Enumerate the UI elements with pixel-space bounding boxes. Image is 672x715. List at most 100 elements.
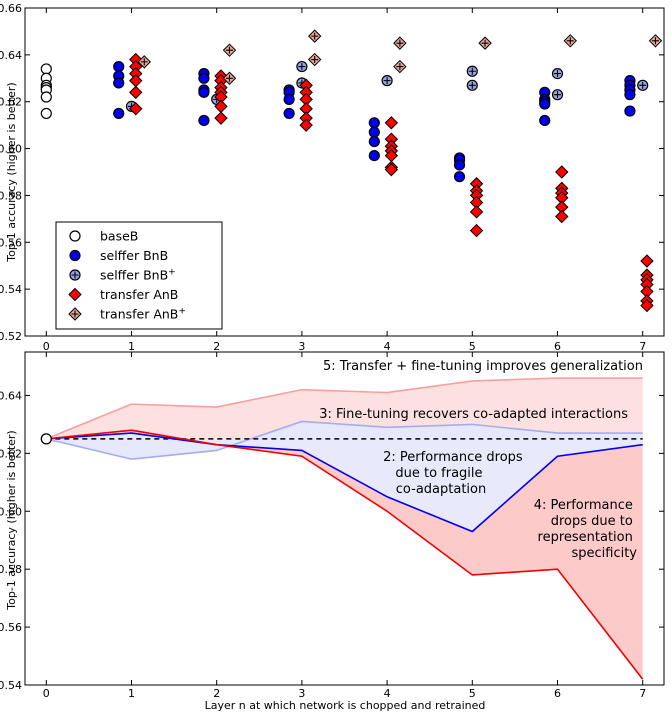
legend-marker-4 xyxy=(68,307,82,321)
legend-label-2: selffer BnB+ xyxy=(100,268,176,283)
point-4-2 xyxy=(222,71,237,85)
x-tick-label: 0 xyxy=(43,687,50,700)
base-point-marker xyxy=(40,433,52,445)
top-scatter-chart: 0.52 0.54 0.56 0.58 0.60 0.62 0.64 0.66 0 1 2 3 4 5 6… xyxy=(0,2,665,353)
point-4-4 xyxy=(307,52,322,67)
point-3-32 xyxy=(555,165,569,179)
y-tick-label: 0.66 xyxy=(0,2,22,15)
y-tick-label: 0.56 xyxy=(0,621,22,634)
point-2-7-plus xyxy=(554,70,561,78)
point-3-12-shape xyxy=(214,111,228,125)
series-selffer-bnb xyxy=(113,60,636,183)
point-4-7 xyxy=(478,36,492,50)
fill-selffer-overlay xyxy=(46,433,643,532)
point-1-12 xyxy=(283,107,295,120)
y-tick-label: 0.60 xyxy=(0,143,22,156)
annotation-4-line-3: representation xyxy=(538,530,633,545)
point-4-1-plus xyxy=(225,46,233,54)
point-2-4 xyxy=(381,75,393,87)
line-transfer-finetune xyxy=(45,377,643,440)
point-4-3-plus xyxy=(311,32,319,40)
point-4-6-plus xyxy=(396,63,404,71)
point-3-19-shape xyxy=(384,116,399,130)
point-1-3 xyxy=(113,107,125,120)
point-1-12-shape xyxy=(283,107,295,120)
point-0-0-shape xyxy=(40,63,52,75)
point-1-16 xyxy=(368,150,380,162)
point-1-25-shape xyxy=(539,114,551,127)
annotation-5: 5: Transfer + fine-tuning improves gener… xyxy=(323,359,643,374)
point-1-19-shape xyxy=(453,159,466,171)
point-3-44 xyxy=(640,298,654,313)
annotation-2: 2: Performance drops due to fragile co-a… xyxy=(383,450,527,497)
point-4-0 xyxy=(137,55,151,69)
point-3-3 xyxy=(129,73,143,88)
line-selffer xyxy=(46,432,643,533)
y-tick-label: 0.52 xyxy=(0,330,22,343)
x-tick-label: 7 xyxy=(639,340,646,353)
point-4-0-plus xyxy=(140,58,148,66)
legend-marker-2-plus xyxy=(71,271,79,279)
point-3-25-shape xyxy=(384,162,399,177)
point-3-4-shape xyxy=(129,85,143,100)
legend-marker-0-shape xyxy=(69,230,81,242)
x-tick-label: 2 xyxy=(213,340,220,353)
annotation-4-line-1: 4: Performance xyxy=(534,498,633,513)
x-tick-label: 5 xyxy=(469,687,476,700)
x-tick-label: 6 xyxy=(554,340,561,353)
annotation-3: 3: Fine-tuning recovers co-adapted inter… xyxy=(319,407,628,422)
point-2-5 xyxy=(466,65,478,77)
point-4-5 xyxy=(393,36,407,50)
point-2-7 xyxy=(551,67,564,80)
point-2-6-plus xyxy=(468,81,476,89)
fill-transfer-finetune xyxy=(46,378,643,439)
point-1-8-shape xyxy=(198,114,210,127)
y-tick-label: 0.58 xyxy=(0,189,22,202)
series-transfer-anb xyxy=(129,52,654,313)
x-tick-label: 0 xyxy=(43,340,50,353)
point-3-37-shape xyxy=(555,209,569,224)
point-3-38-shape xyxy=(640,254,654,268)
point-3-19 xyxy=(384,116,399,130)
bottom-line-chart: 0.54 0.56 0.58 0.60 0.62 0.64 0 1 2 3 4 5 6 7 Top-1 … xyxy=(0,351,665,712)
point-2-6 xyxy=(466,79,478,91)
legend-marker-1-shape xyxy=(69,249,81,262)
point-3-30-shape xyxy=(469,205,484,219)
point-1-30 xyxy=(624,105,636,117)
x-tick-label: 1 xyxy=(128,340,135,353)
point-3-5 xyxy=(129,102,143,116)
x-tick-label: 4 xyxy=(384,340,391,353)
point-1-15 xyxy=(368,135,380,148)
point-4-8 xyxy=(563,34,577,48)
top-y-axis-label: Top-1 accuracy (higher is better) xyxy=(5,82,18,262)
point-2-2 xyxy=(296,60,308,73)
point-3-12 xyxy=(214,111,228,125)
y-tick-label: 0.56 xyxy=(0,236,22,249)
legend-marker-3 xyxy=(68,287,82,302)
point-2-9 xyxy=(637,79,649,91)
annotation-4-line-4: specificity xyxy=(571,546,637,561)
legend-label-0: baseB xyxy=(100,229,138,244)
annotation-4-line-2: drops due to xyxy=(551,514,633,529)
point-2-4-plus xyxy=(383,77,391,85)
point-4-3 xyxy=(307,29,322,43)
point-1-3-shape xyxy=(113,107,125,120)
point-1-29 xyxy=(624,89,636,101)
y-tick-label: 0.60 xyxy=(0,505,22,518)
point-4-7-plus xyxy=(481,39,489,47)
point-1-24 xyxy=(539,98,551,110)
y-tick-label: 0.54 xyxy=(0,283,22,296)
y-tick-label: 0.58 xyxy=(0,563,22,576)
point-0-6-shape xyxy=(40,107,52,120)
x-tick-label: 7 xyxy=(639,687,646,700)
point-1-11 xyxy=(283,93,295,105)
point-3-31-shape xyxy=(469,223,484,238)
point-1-15-shape xyxy=(368,135,380,148)
point-4-9-plus xyxy=(651,37,659,45)
point-0-0 xyxy=(40,63,52,75)
point-0-6 xyxy=(40,107,52,120)
point-1-5 xyxy=(198,72,210,84)
legend-marker-2 xyxy=(69,269,81,281)
point-1-25 xyxy=(539,114,551,127)
